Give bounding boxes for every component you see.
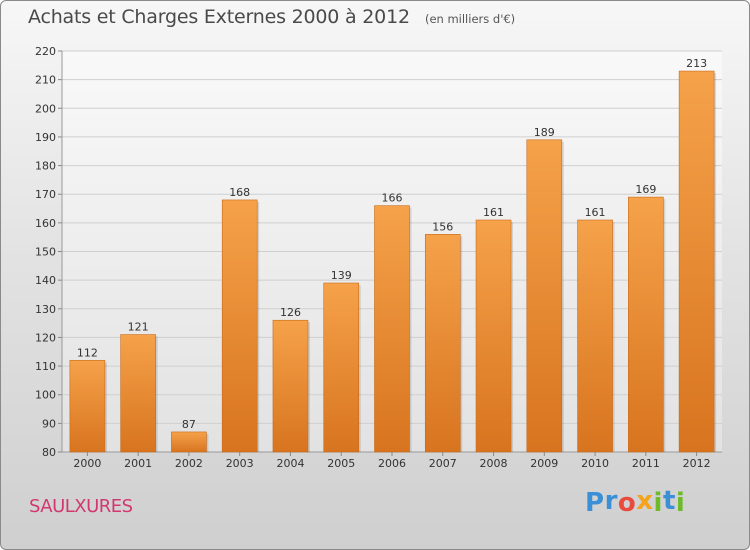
- y-tick-label: 170: [35, 188, 56, 201]
- proxiti-logo: Proxiti: [585, 486, 686, 518]
- bar: [628, 196, 664, 453]
- bar-value-label: 161: [483, 206, 504, 219]
- y-tick-label: 150: [35, 246, 56, 259]
- city-name: SAULXURES: [29, 496, 133, 517]
- bar-value-label: 213: [686, 57, 707, 70]
- bar-value-label: 112: [77, 346, 98, 359]
- y-tick-label: 190: [35, 131, 56, 144]
- y-tick-label: 100: [35, 389, 56, 402]
- y-tick-label: 120: [35, 331, 56, 344]
- y-tick-label: 180: [35, 160, 56, 173]
- x-tick-label: 2008: [480, 457, 508, 470]
- x-tick-label: 2012: [683, 457, 711, 470]
- logo-letter: i: [675, 488, 686, 518]
- y-tick-label: 130: [35, 303, 56, 316]
- chart-header: Achats et Charges Externes 2000 à 2012 (…: [28, 6, 515, 28]
- bar: [526, 139, 563, 453]
- x-tick-label: 2006: [378, 457, 406, 470]
- bar: [221, 199, 258, 453]
- x-tick-label: 2011: [632, 457, 660, 470]
- y-tick-label: 110: [35, 360, 56, 373]
- chart-title: Achats et Charges Externes 2000 à 2012: [28, 6, 410, 28]
- y-tick-label: 80: [42, 446, 56, 459]
- x-tick-label: 2009: [530, 457, 558, 470]
- bar-value-label: 169: [635, 183, 656, 196]
- x-tick-label: 2000: [73, 457, 101, 470]
- x-tick-label: 2003: [226, 457, 254, 470]
- bar-value-label: 139: [331, 269, 352, 282]
- x-tick-label: 2001: [124, 457, 152, 470]
- logo-letter: x: [636, 486, 654, 516]
- logo-letter: o: [617, 488, 637, 518]
- bar: [678, 70, 715, 453]
- bar: [374, 205, 410, 453]
- y-tick-label: 210: [35, 74, 56, 87]
- bar-value-label: 126: [280, 306, 301, 319]
- bar: [272, 319, 309, 453]
- bar: [323, 282, 360, 453]
- bar-value-label: 166: [382, 192, 403, 205]
- x-tick-label: 2007: [429, 457, 457, 470]
- bar: [424, 234, 461, 453]
- x-tick-label: 2004: [276, 457, 304, 470]
- logo-letter: t: [662, 486, 676, 516]
- logo-letter: i: [653, 488, 663, 518]
- x-tick-label: 2010: [581, 457, 609, 470]
- y-tick-label: 200: [35, 102, 56, 115]
- bar-value-label: 189: [534, 126, 555, 139]
- bar-value-label: 121: [128, 321, 149, 334]
- bar-value-label: 87: [182, 418, 196, 431]
- y-tick-label: 220: [35, 45, 56, 58]
- bar: [120, 334, 156, 453]
- x-tick-label: 2005: [327, 457, 355, 470]
- bar: [171, 431, 207, 453]
- x-tick-label: 2002: [175, 457, 203, 470]
- bar: [69, 360, 106, 453]
- bar-value-label: 168: [229, 186, 250, 199]
- y-tick-label: 160: [35, 217, 56, 230]
- bar-value-label: 156: [432, 220, 453, 233]
- bar: [577, 219, 613, 453]
- chart-subtitle: (en milliers d'€): [424, 12, 516, 26]
- bar-value-label: 161: [585, 206, 606, 219]
- bar: [475, 219, 512, 453]
- y-tick-label: 140: [35, 274, 56, 287]
- y-tick-label: 90: [42, 417, 56, 430]
- logo-letter: r: [604, 486, 618, 516]
- logo-letter: P: [585, 488, 605, 518]
